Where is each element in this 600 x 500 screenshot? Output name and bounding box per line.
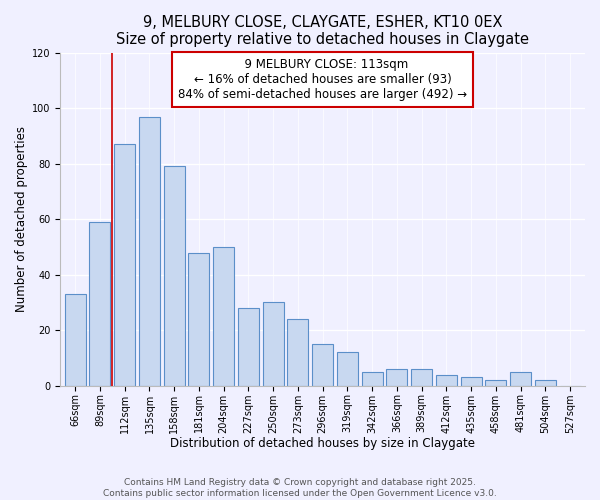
Bar: [164, 166, 185, 386]
X-axis label: Distribution of detached houses by size in Claygate: Distribution of detached houses by size …: [170, 437, 475, 450]
Bar: [362, 372, 383, 386]
Bar: [386, 369, 407, 386]
Bar: [436, 374, 457, 386]
Bar: [114, 144, 135, 386]
Bar: [213, 247, 234, 386]
Bar: [188, 252, 209, 386]
Bar: [461, 378, 482, 386]
Bar: [485, 380, 506, 386]
Bar: [263, 302, 284, 386]
Bar: [535, 380, 556, 386]
Bar: [238, 308, 259, 386]
Bar: [312, 344, 333, 386]
Bar: [65, 294, 86, 386]
Bar: [287, 319, 308, 386]
Text: 9 MELBURY CLOSE: 113sqm
← 16% of detached houses are smaller (93)
84% of semi-de: 9 MELBURY CLOSE: 113sqm ← 16% of detache…: [178, 58, 467, 100]
Bar: [139, 116, 160, 386]
Bar: [411, 369, 432, 386]
Text: Contains HM Land Registry data © Crown copyright and database right 2025.
Contai: Contains HM Land Registry data © Crown c…: [103, 478, 497, 498]
Bar: [337, 352, 358, 386]
Y-axis label: Number of detached properties: Number of detached properties: [15, 126, 28, 312]
Title: 9, MELBURY CLOSE, CLAYGATE, ESHER, KT10 0EX
Size of property relative to detache: 9, MELBURY CLOSE, CLAYGATE, ESHER, KT10 …: [116, 15, 529, 48]
Bar: [89, 222, 110, 386]
Bar: [510, 372, 531, 386]
